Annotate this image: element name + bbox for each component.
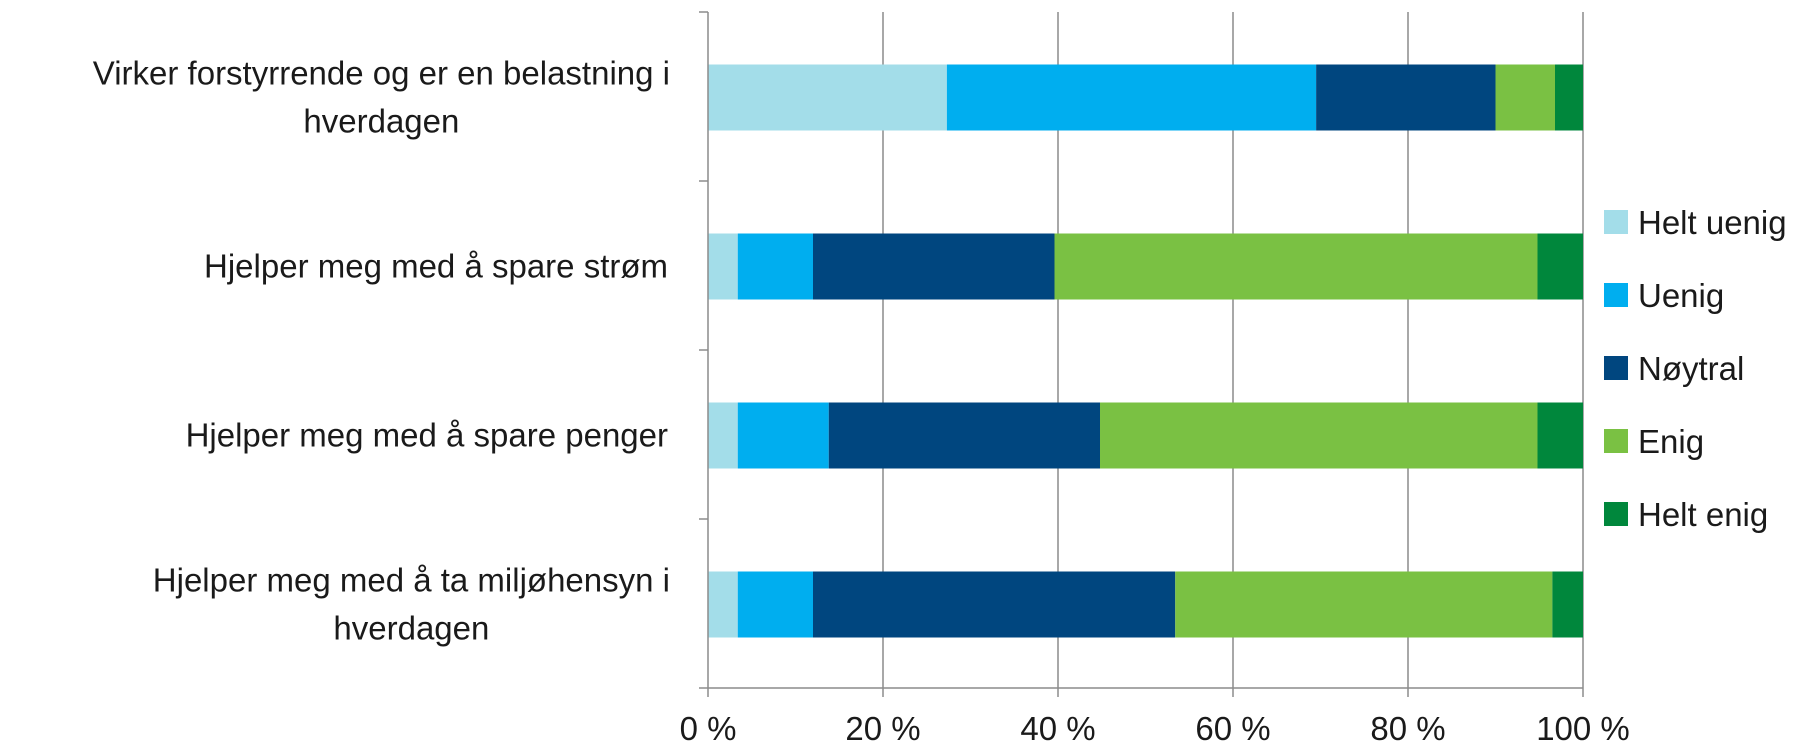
bar-segment — [946, 64, 1317, 131]
bar-segment — [828, 402, 1100, 469]
category-labels: Virker forstyrrende og er en belastning … — [93, 55, 670, 647]
legend-swatch — [1604, 356, 1628, 380]
bar-segment — [1175, 571, 1553, 638]
axes — [699, 11, 1584, 697]
bar-segment — [1054, 233, 1538, 300]
category-label: Hjelper meg med å spare strøm — [204, 248, 668, 285]
bar-segment — [737, 571, 813, 638]
x-tick-label: 20 % — [845, 710, 920, 747]
bar-segment — [813, 233, 1055, 300]
bar-segment — [1555, 64, 1583, 131]
legend-label: Enig — [1638, 423, 1704, 460]
legend-swatch — [1604, 429, 1628, 453]
bar-segment — [708, 571, 738, 638]
category-label: hverdagen — [303, 103, 459, 140]
x-tick-label: 80 % — [1370, 710, 1445, 747]
legend-label: Nøytral — [1638, 350, 1744, 387]
bar-segment — [813, 571, 1176, 638]
bar-segment — [737, 233, 813, 300]
x-tick-label: 40 % — [1020, 710, 1095, 747]
bar-segment — [708, 402, 738, 469]
legend: Helt uenig Uenig Nøytral Enig Helt enig — [1604, 204, 1787, 533]
x-tick-labels: 0 % 20 % 40 % 60 % 80 % 100 % — [680, 710, 1630, 747]
bars — [708, 64, 1583, 638]
bar-segment — [1316, 64, 1496, 131]
bar-segment — [1552, 571, 1583, 638]
legend-swatch — [1604, 210, 1628, 234]
bar-segment — [1537, 402, 1583, 469]
legend-swatch — [1604, 502, 1628, 526]
bar-segment — [708, 233, 738, 300]
category-label: Hjelper meg med å ta miljøhensyn i — [153, 562, 670, 599]
legend-swatch — [1604, 283, 1628, 307]
legend-label: Helt enig — [1638, 496, 1768, 533]
category-label: Hjelper meg med å spare penger — [186, 417, 668, 454]
legend-label: Uenig — [1638, 277, 1724, 314]
bar-segment — [1537, 233, 1583, 300]
bar-segment — [1100, 402, 1538, 469]
x-tick-label: 60 % — [1195, 710, 1270, 747]
category-label: Virker forstyrrende og er en belastning … — [93, 55, 670, 92]
x-tick-label: 0 % — [680, 710, 737, 747]
category-label: hverdagen — [333, 610, 489, 647]
x-tick-label: 100 % — [1536, 710, 1630, 747]
bar-segment — [737, 402, 829, 469]
bar-segment — [708, 64, 947, 131]
legend-label: Helt uenig — [1638, 204, 1787, 241]
bar-segment — [1495, 64, 1555, 131]
